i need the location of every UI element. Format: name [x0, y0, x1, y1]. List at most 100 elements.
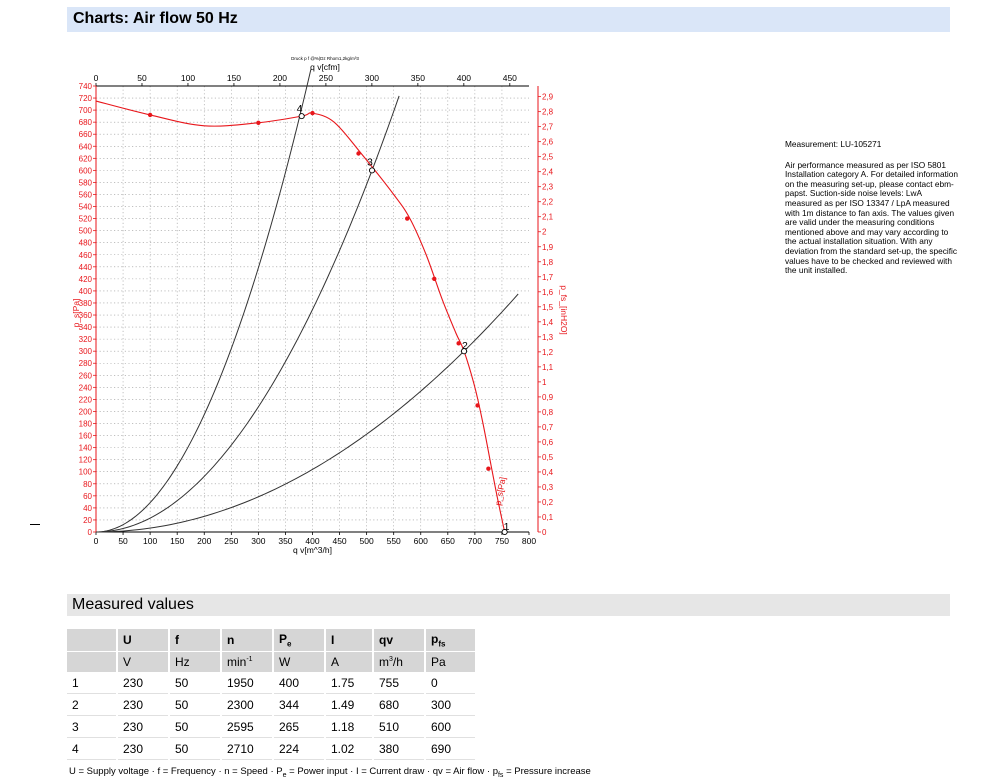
table-cell: 510 [372, 715, 425, 738]
x-axis-label-top: q v[cfm] [310, 62, 340, 72]
y-tick-label: 500 [79, 227, 93, 236]
x-tick-label: 300 [251, 536, 265, 546]
x-tick-label: 150 [170, 536, 184, 546]
y-tick-label: 600 [79, 166, 93, 175]
measurement-id: Measurement: LU-105271 [785, 139, 882, 149]
operating-point-4 [298, 113, 305, 120]
fan-curve-marker [432, 276, 437, 282]
table-cell: 50 [168, 672, 221, 694]
y-tick-label: 140 [79, 444, 93, 453]
fan-curve-marker [475, 403, 480, 408]
table-cell: 0 [424, 672, 475, 694]
x-tick-label: 400 [305, 536, 319, 546]
y-right-tick-label: 1,5 [542, 303, 554, 312]
y-tick-label: 360 [79, 311, 93, 320]
fan-curve-marker [405, 216, 410, 221]
airflow-chart: 0 50 100 150 200 250 300 350 400 450 500 550 600 650 7… [71, 56, 569, 555]
y-right-tick-label: 0,9 [542, 393, 554, 402]
table-header-cell [67, 629, 117, 652]
y-right-tick-label: 2,6 [542, 138, 554, 147]
table-cell: 2710 [220, 737, 273, 760]
operating-point-label-2: 2 [462, 340, 468, 352]
x-tick-label: 600 [414, 536, 428, 546]
y-right-tick-label: 1,9 [542, 243, 554, 252]
y-tick-label: 80 [83, 480, 92, 489]
y-tick-label: 220 [79, 395, 93, 404]
y-tick-label: 160 [79, 432, 93, 441]
y-tick-label: 280 [79, 359, 93, 368]
y-right-tick-label: 2,7 [542, 123, 554, 132]
y-tick-label: 420 [79, 275, 93, 284]
x-tick-label: 800 [522, 536, 536, 546]
table-header-cell: I [324, 629, 373, 652]
x-tick-label: 700 [468, 536, 482, 546]
fan-curve-marker [256, 120, 261, 125]
x-tick-label: 650 [441, 536, 455, 546]
x-top-tick-label: 300 [365, 73, 379, 83]
table-unit-cell: Hz [168, 651, 221, 672]
y-tick-label: 120 [79, 456, 93, 465]
measured-values-legend: U = Supply voltage · f = Frequency · n =… [69, 766, 591, 779]
table-cell: 224 [272, 737, 325, 760]
y-tick-label: 240 [79, 383, 93, 392]
y-right-tick-label: 2,9 [542, 93, 554, 102]
table-header-cell: f [168, 629, 221, 652]
y-right-tick-label: 0,3 [542, 483, 554, 492]
y-tick-label: 260 [79, 371, 93, 380]
table-cell: 1950 [220, 672, 273, 694]
fan-curve-marker [456, 341, 461, 346]
operating-point-2 [460, 348, 468, 355]
x-tick-label: 450 [332, 536, 346, 546]
table-cell: 600 [424, 715, 475, 738]
y-right-tick-label: 1,7 [542, 273, 554, 282]
y-tick-label: 20 [83, 516, 92, 525]
x-tick-label: 200 [197, 536, 211, 546]
table-cell: 344 [272, 693, 325, 716]
table-cell: 3 [67, 715, 117, 738]
y-tick-label: 100 [79, 468, 93, 477]
x-top-tick-label: 450 [503, 73, 517, 83]
chart-caption: Druck p f @%|Dz Rhom1,2kg/m³3 [291, 56, 359, 61]
table-cell: 2300 [220, 693, 273, 716]
table-header-cell: n [220, 629, 273, 652]
y-tick-label: 540 [79, 203, 93, 212]
system-curve-3 [95, 293, 519, 533]
y-right-tick-label: 1 [542, 378, 547, 387]
y-tick-label: 520 [79, 215, 93, 224]
operating-point-label-4: 4 [297, 103, 303, 115]
system-curve-1 [95, 69, 312, 533]
table-cell: 230 [116, 715, 169, 738]
x-tick-label: 750 [495, 536, 509, 546]
y-axis-label-right: p_fs_[inH2O] [559, 285, 569, 335]
y-right-tick-label: 1,8 [542, 258, 554, 267]
y-right-tick-label: 0,1 [542, 513, 554, 522]
table-unit-cell: min-1 [220, 651, 273, 672]
y-right-tick-label: 2,4 [542, 168, 554, 177]
x-tick-label: 100 [143, 536, 157, 546]
y-tick-label: 380 [79, 299, 93, 308]
table-cell: 755 [372, 672, 425, 694]
y-tick-label: 720 [79, 94, 93, 103]
table-row: 2 230 50 2300 344 1.49 680 300 [67, 693, 475, 716]
y-right-tick-label: 2,5 [542, 153, 554, 162]
table-cell: 380 [372, 737, 425, 760]
table-cell: 50 [168, 737, 221, 760]
table-row: 3 230 50 2595 265 1.18 510 600 [67, 715, 475, 738]
table-unit-cell: m3/h [372, 651, 425, 672]
y-tick-label: 0 [88, 528, 93, 537]
table-cell: 1.18 [324, 715, 373, 738]
x-top-tick-label: 100 [181, 73, 195, 83]
y-right-tick-label: 0,6 [542, 438, 554, 447]
fan-curve-marker [310, 110, 315, 116]
y-right-tick-label: 2 [542, 228, 547, 237]
fan-curve-marker [486, 466, 491, 471]
y-right-tick-label: 0,4 [542, 468, 554, 477]
x-tick-label: 500 [360, 536, 374, 546]
y-right-tick-label: 1,4 [542, 318, 554, 327]
y-right-tick-label: 2,1 [542, 213, 554, 222]
y-right-tick-label: 0,5 [542, 453, 554, 462]
y-tick-label: 440 [79, 263, 93, 272]
table-cell: 680 [372, 693, 425, 716]
table-cell: 1 [67, 672, 117, 694]
